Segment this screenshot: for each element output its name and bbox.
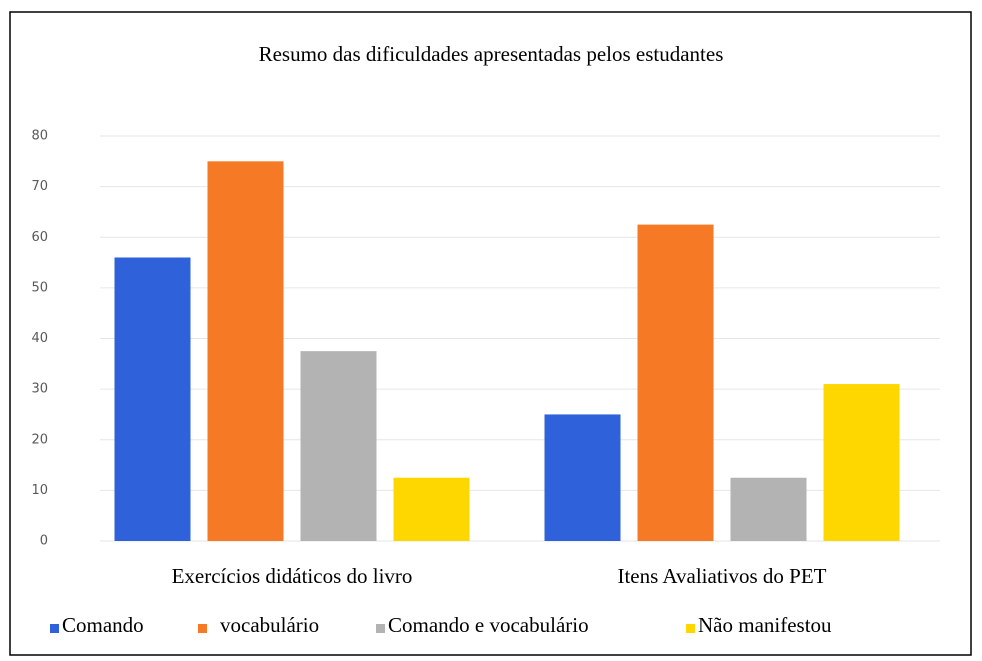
y-tick-label: 20 xyxy=(31,432,48,447)
y-tick-label: 0 xyxy=(40,534,48,549)
y-tick-label: 30 xyxy=(31,382,48,397)
bar xyxy=(637,224,714,541)
legend-swatch xyxy=(376,624,385,633)
bar xyxy=(114,257,191,541)
y-tick-label: 40 xyxy=(31,331,48,346)
legend-label: Comando e vocabulário xyxy=(388,613,589,637)
bar xyxy=(300,351,377,541)
legend-label: vocabulário xyxy=(220,613,319,637)
bar xyxy=(393,477,470,541)
legend-swatch xyxy=(198,624,207,633)
y-tick-label: 70 xyxy=(31,179,48,194)
bar xyxy=(544,414,621,541)
x-tick-label: Itens Avaliativos do PET xyxy=(617,564,826,588)
legend-swatch xyxy=(686,624,695,633)
bar xyxy=(730,477,807,541)
chart-title: Resumo das dificuldades apresentadas pel… xyxy=(259,42,724,66)
x-tick-label: Exercícios didáticos do livro xyxy=(172,564,413,588)
y-tick-label: 10 xyxy=(31,483,48,498)
legend-swatch xyxy=(50,624,59,633)
y-tick-label: 50 xyxy=(31,280,48,295)
bar xyxy=(207,161,284,541)
bar xyxy=(823,384,900,541)
legend-label: Não manifestou xyxy=(698,613,832,637)
y-tick-label: 60 xyxy=(31,230,48,245)
y-tick-label: 80 xyxy=(31,129,48,144)
legend-label: Comando xyxy=(62,613,144,637)
